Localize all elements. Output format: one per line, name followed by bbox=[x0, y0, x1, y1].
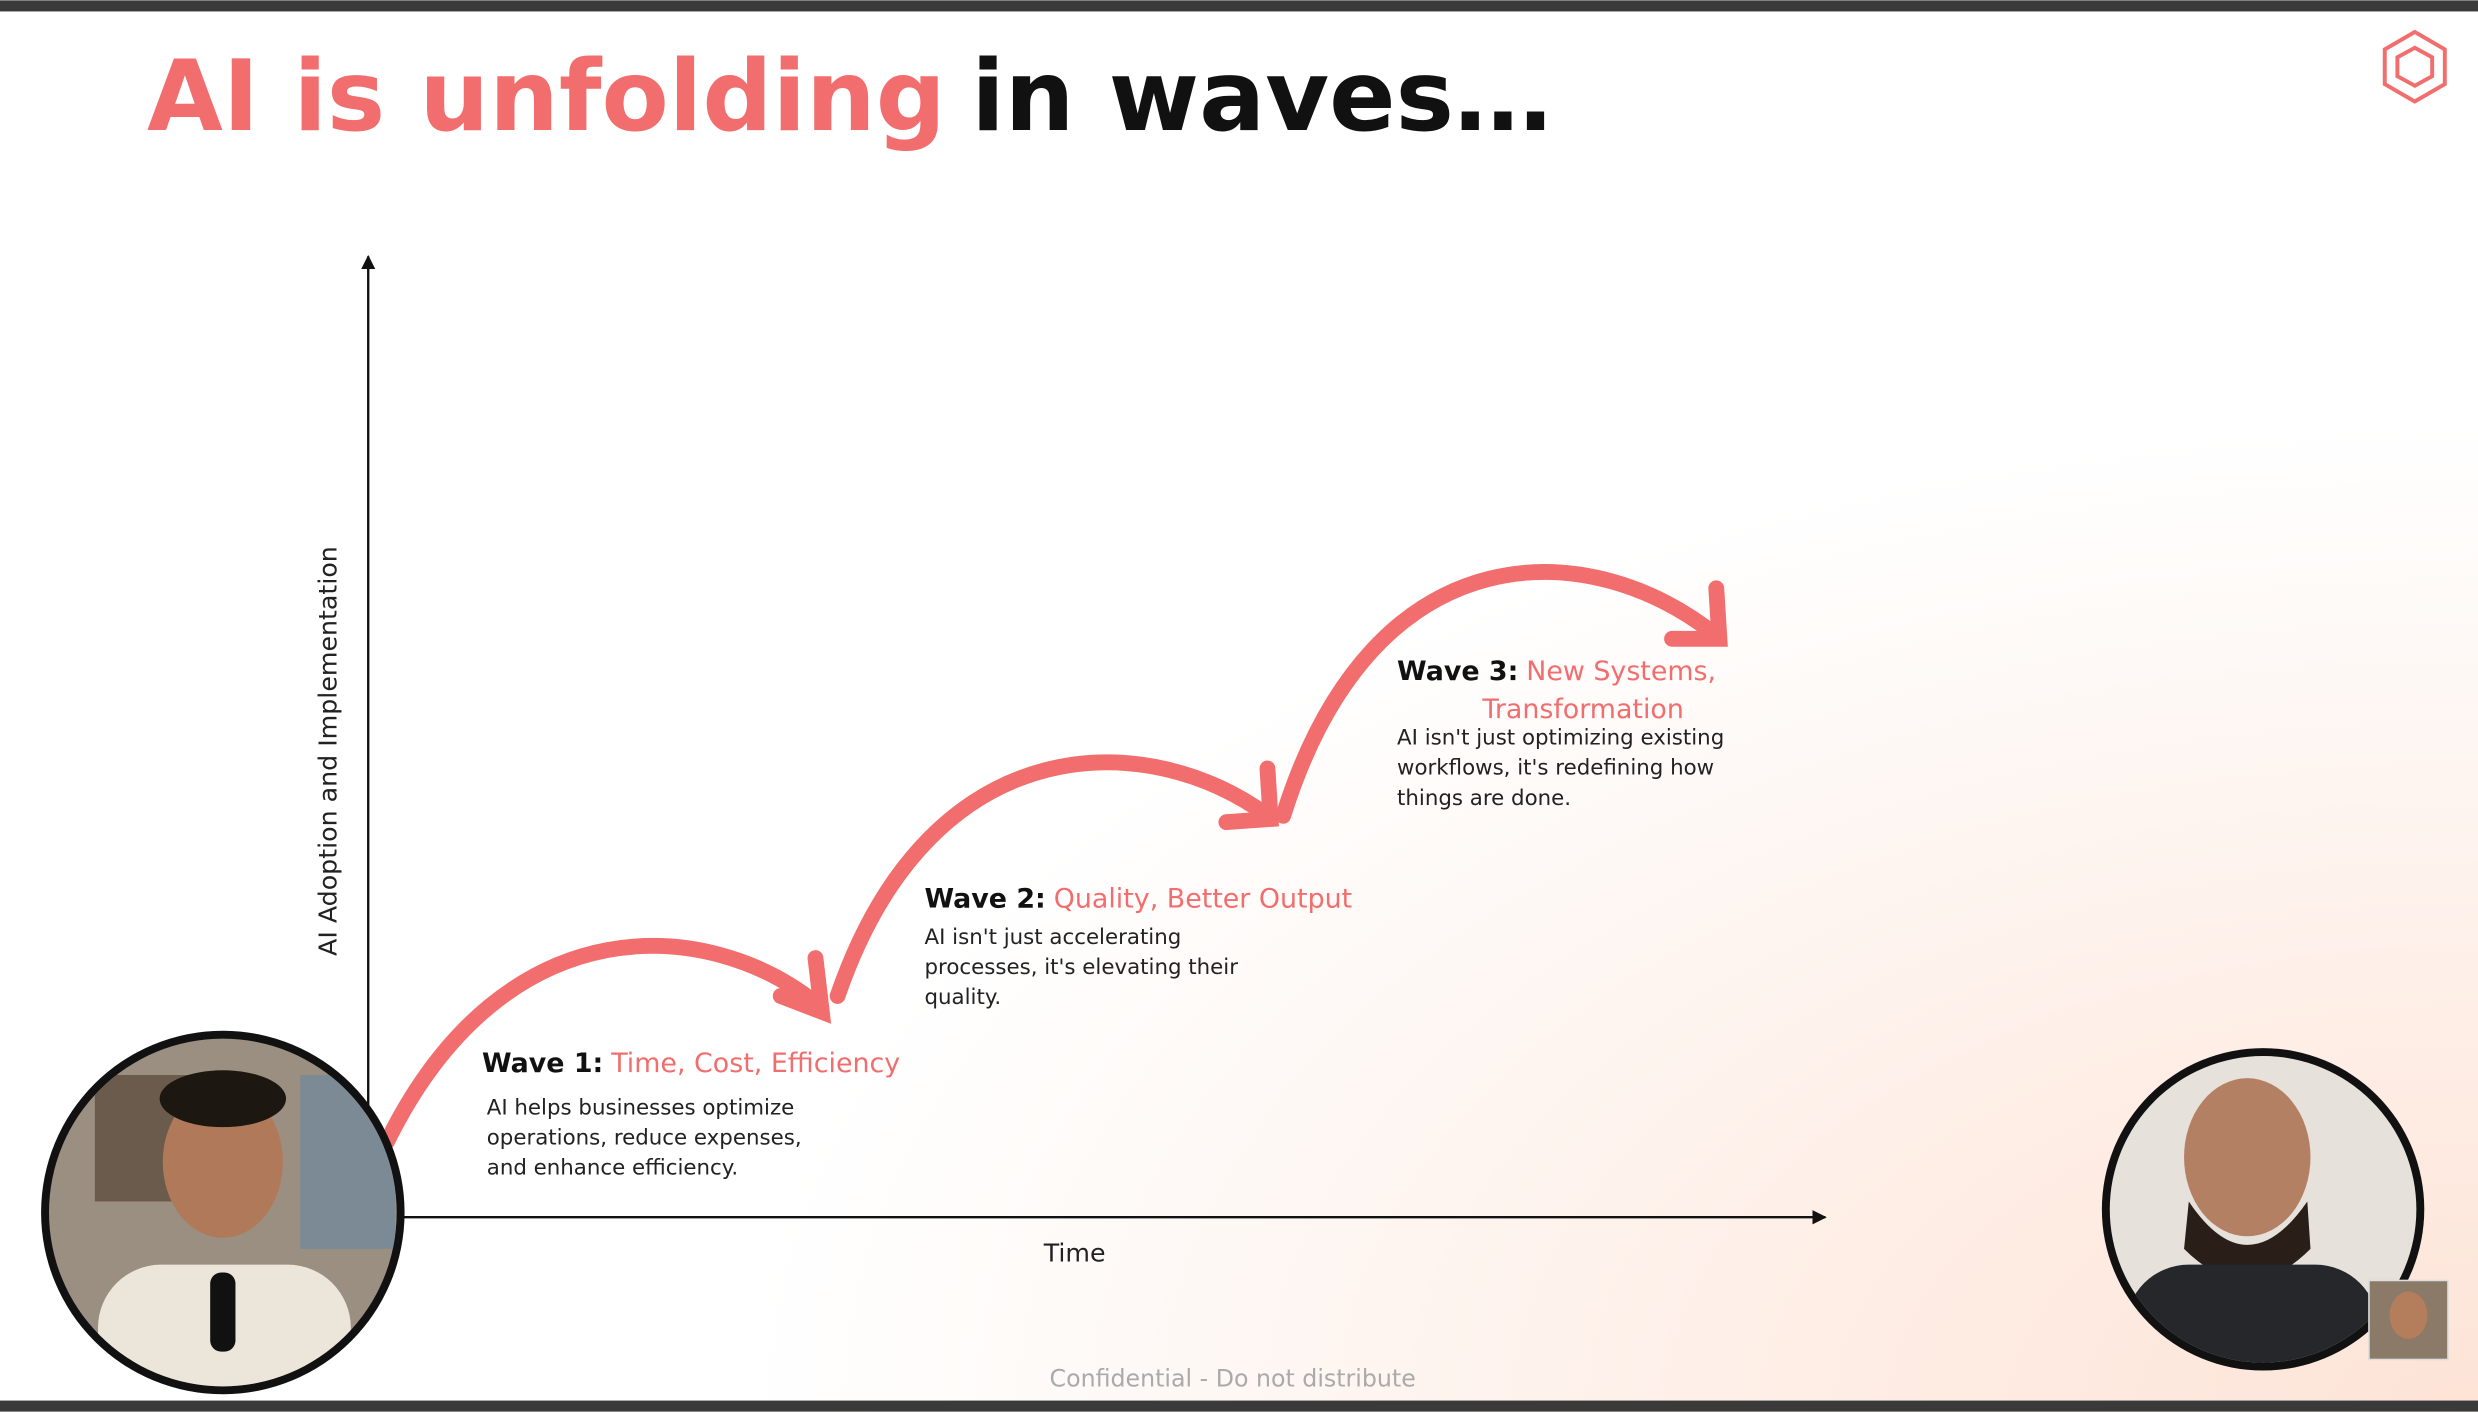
wave-title: Wave 1: Time, Cost, Efficiency bbox=[482, 1048, 900, 1079]
wave-description: and enhance efficiency. bbox=[487, 1156, 738, 1181]
wave-block: Wave 1: Time, Cost, Efficiency AI helps bu… bbox=[482, 1048, 900, 1181]
wave-label: Wave 1: bbox=[482, 1048, 603, 1079]
wave-description: things are done. bbox=[1397, 786, 1571, 811]
wave-description: AI helps businesses optimize bbox=[487, 1096, 795, 1121]
wave-description: AI isn't just accelerating bbox=[925, 925, 1182, 950]
wave-description: AI isn't just optimizing existing bbox=[1397, 726, 1724, 751]
speaker-right bbox=[2101, 1048, 2449, 1371]
wave-highlight: Transformation bbox=[1481, 694, 1684, 725]
title-rest: in waves… bbox=[971, 40, 1552, 154]
wave-highlight: Time, Cost, Efficiency bbox=[610, 1048, 900, 1079]
slide-title: AI is unfolding in waves… bbox=[147, 40, 1552, 154]
wave-description: operations, reduce expenses, bbox=[487, 1126, 802, 1151]
logo bbox=[2382, 29, 2447, 104]
wave-label: Wave 3: bbox=[1397, 656, 1518, 687]
title-highlight: AI is unfolding bbox=[147, 40, 946, 154]
wave-arrows bbox=[379, 564, 1728, 1150]
y-axis-label: AI Adoption and Implementation bbox=[314, 546, 343, 956]
x-axis-label: Time bbox=[1043, 1238, 1106, 1267]
wave-description: processes, it's elevating their bbox=[925, 955, 1239, 980]
wave-block: Wave 2: Quality, Better Output AI isn't ju… bbox=[925, 883, 1353, 1009]
wave-label: Wave 2: bbox=[925, 883, 1046, 914]
wave-title: Wave 3: New Systems, bbox=[1397, 656, 1716, 687]
wave-title: Transformation bbox=[1481, 694, 1684, 725]
wave-highlight: Quality, Better Output bbox=[1054, 883, 1352, 914]
top-bar bbox=[0, 0, 2478, 12]
wave-description: workflows, it's redefining how bbox=[1397, 756, 1714, 781]
footer: Confidential - Do not distribute bbox=[1050, 1364, 1416, 1392]
bottom-bar bbox=[0, 1400, 2478, 1412]
wave-title: Wave 2: Quality, Better Output bbox=[925, 883, 1353, 914]
wave-highlight: New Systems, bbox=[1526, 656, 1716, 687]
wave-description: quality. bbox=[925, 985, 1002, 1010]
